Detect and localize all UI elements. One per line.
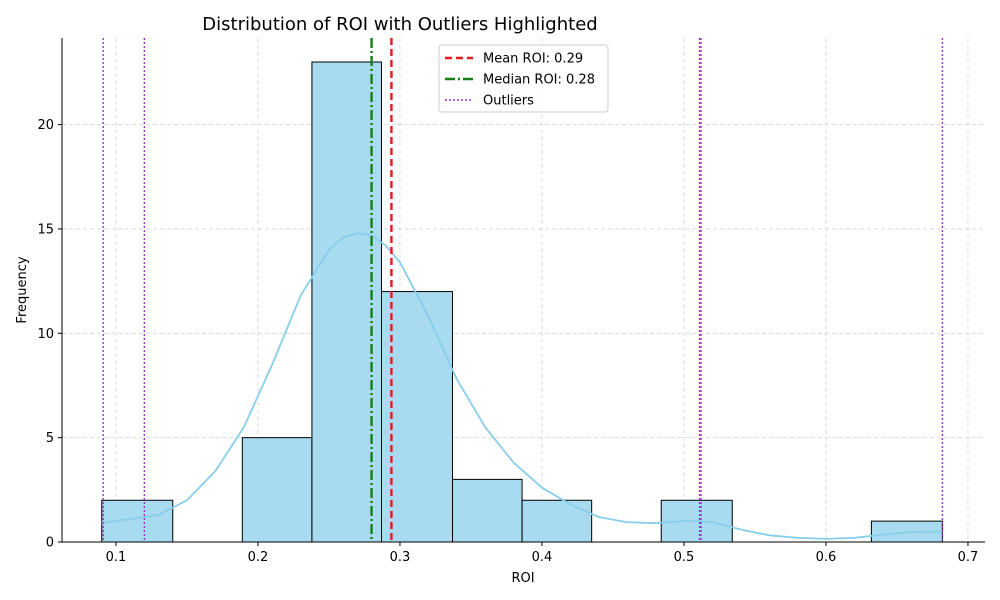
chart-title: Distribution of ROI with Outliers Highli… bbox=[202, 14, 597, 35]
legend-label: Outliers bbox=[483, 94, 534, 109]
y-tick-label: 5 bbox=[46, 431, 54, 446]
y-axis-label: Frequency bbox=[15, 256, 30, 323]
x-tick-label: 0.3 bbox=[390, 550, 411, 565]
tick-labels: 0.1 0.2 0.3 0.4 0.5 0.6 0.7 0 5 10 15 20 bbox=[37, 118, 978, 565]
legend-label: Median ROI: 0.28 bbox=[483, 73, 595, 88]
x-axis-label: ROI bbox=[511, 571, 534, 586]
x-tick-label: 0.1 bbox=[106, 550, 127, 565]
axes bbox=[61, 38, 985, 543]
x-tick-label: 0.7 bbox=[958, 550, 979, 565]
histogram-bar bbox=[521, 499, 593, 543]
x-tick-label: 0.2 bbox=[248, 550, 269, 565]
legend-box bbox=[438, 44, 609, 113]
histogram-bar bbox=[381, 291, 453, 543]
reference-lines bbox=[102, 38, 944, 542]
legend: Mean ROI: 0.29 Median ROI: 0.28 Outliers bbox=[438, 44, 609, 113]
y-tick-label: 20 bbox=[37, 118, 54, 133]
grid-lines bbox=[62, 38, 985, 543]
kde-curve bbox=[101, 232, 943, 540]
y-tick-label: 10 bbox=[37, 327, 54, 342]
x-tick-label: 0.5 bbox=[674, 550, 695, 565]
y-tick-label: 0 bbox=[46, 536, 54, 551]
histogram-bar bbox=[241, 437, 313, 543]
histogram-bar bbox=[311, 61, 383, 543]
histogram-bars bbox=[101, 61, 943, 543]
histogram-bar bbox=[452, 478, 523, 543]
y-tick-label: 15 bbox=[37, 222, 54, 237]
kde-curve-layer bbox=[101, 232, 943, 540]
x-tick-label: 0.6 bbox=[816, 550, 837, 565]
legend-label: Mean ROI: 0.29 bbox=[483, 52, 583, 67]
x-tick-label: 0.4 bbox=[532, 550, 553, 565]
